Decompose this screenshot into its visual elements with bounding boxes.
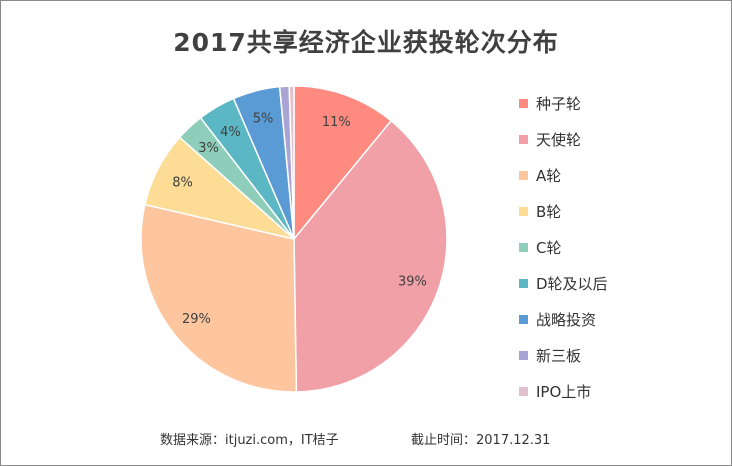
legend-item-4: C轮 <box>519 229 608 265</box>
slice-label-4: 3% <box>198 141 219 156</box>
slice-label-5: 4% <box>220 125 241 140</box>
legend-label: A轮 <box>536 166 562 185</box>
legend-swatch <box>519 170 528 180</box>
legend-item-5: D轮及以后 <box>519 265 608 301</box>
legend-swatch <box>519 278 528 288</box>
data-source-note: 数据来源：itjuzi.com，IT桔子 <box>160 433 339 448</box>
legend-label: 天使轮 <box>536 130 582 149</box>
legend-swatch <box>519 206 528 216</box>
legend-label: C轮 <box>536 238 562 257</box>
legend-swatch <box>519 98 528 108</box>
legend-label: 战略投资 <box>536 310 597 329</box>
legend: 种子轮天使轮 A轮 B轮 C轮 D轮及以后战略投资新三板 IPO上市 <box>519 85 608 409</box>
legend-item-1: 天使轮 <box>519 121 608 157</box>
slice-label-2: 29% <box>182 312 211 327</box>
slice-label-6: 5% <box>253 111 274 126</box>
cutoff-date-note: 截止时间：2017.12.31 <box>411 433 551 448</box>
legend-swatch <box>519 134 528 144</box>
legend-item-0: 种子轮 <box>519 85 608 121</box>
slice-label-0: 11% <box>322 115 351 130</box>
legend-item-3: B轮 <box>519 193 608 229</box>
legend-label: 新三板 <box>536 346 582 365</box>
legend-swatch <box>519 314 528 324</box>
legend-item-8: IPO上市 <box>519 373 608 409</box>
legend-item-2: A轮 <box>519 157 608 193</box>
legend-item-6: 战略投资 <box>519 301 608 337</box>
slice-label-1: 39% <box>398 274 427 289</box>
legend-label: D轮及以后 <box>536 274 608 293</box>
legend-swatch <box>519 386 528 396</box>
legend-label: 种子轮 <box>536 94 582 113</box>
pie-slice-8 <box>288 85 295 240</box>
slice-label-3: 8% <box>172 175 193 190</box>
legend-label: IPO上市 <box>536 382 592 401</box>
chart-title: 2017共享经济企业获投轮次分布 <box>173 28 559 57</box>
legend-label: B轮 <box>536 202 562 221</box>
pie-slice-2 <box>140 203 298 393</box>
legend-item-7: 新三板 <box>519 337 608 373</box>
legend-swatch <box>519 242 528 252</box>
pie-slice-0 <box>293 85 393 242</box>
legend-swatch <box>519 350 528 360</box>
pie-slice-1 <box>293 119 448 393</box>
